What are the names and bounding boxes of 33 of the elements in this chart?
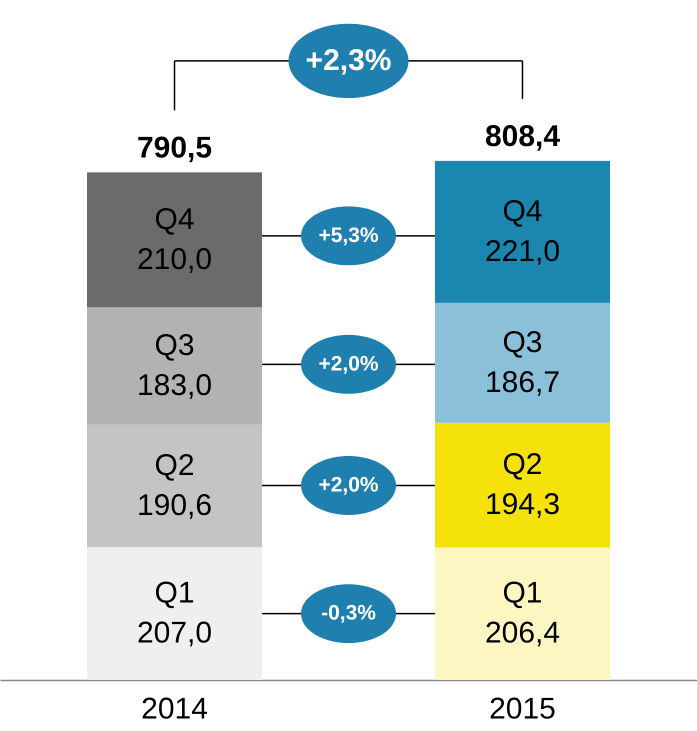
data-label: 221,0 <box>484 234 560 268</box>
series-label: Q1 <box>502 576 543 610</box>
total-label: 808,4 <box>484 120 560 153</box>
annotation: +5,3% <box>318 224 379 247</box>
text: Q3 <box>502 326 543 359</box>
x-tick-label: 2014 <box>141 692 208 726</box>
annotation: +2,0% <box>318 352 379 376</box>
bar <box>86 307 262 425</box>
text: Q1 <box>154 576 195 610</box>
data-label: 183,0 <box>136 368 212 402</box>
series-label: Q2 <box>154 448 195 482</box>
bar <box>86 424 262 548</box>
annotation: -0,3% <box>321 602 376 625</box>
data-label: 206,4 <box>484 616 560 650</box>
data-label: 194,3 <box>484 488 560 522</box>
bar <box>86 172 262 308</box>
total-label: 790,5 <box>136 131 212 164</box>
bar <box>86 547 262 680</box>
series-label: Q3 <box>154 328 195 362</box>
data-label: 186,7 <box>484 366 560 399</box>
text: +2,3% <box>306 44 392 77</box>
annotation: +2,0% <box>318 473 379 496</box>
bar <box>434 547 610 680</box>
bar <box>434 302 610 423</box>
text: Q4 <box>502 194 543 228</box>
data-label: 210,0 <box>136 242 212 276</box>
data-label: 190,6 <box>136 488 212 522</box>
bar <box>434 160 610 303</box>
x-tick-label: 2015 <box>489 692 556 726</box>
text: Q2 <box>502 448 543 482</box>
data-label: 207,0 <box>136 616 212 650</box>
bar <box>434 422 610 548</box>
series-label: Q4 <box>154 202 195 236</box>
